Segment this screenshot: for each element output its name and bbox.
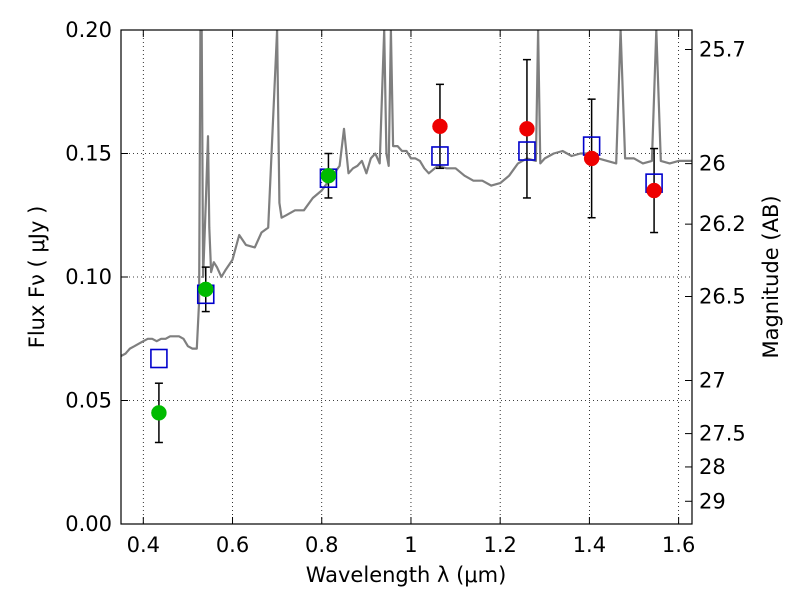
data-point: [583, 150, 600, 167]
y-axis-label: Flux Fν ( μJy ): [25, 206, 49, 349]
data-point: [151, 405, 167, 421]
x-tick-label: 0.4: [127, 533, 160, 557]
data-point: [432, 118, 448, 135]
data-point: [646, 182, 662, 199]
y-tick-label: 0.20: [65, 18, 112, 42]
y-tick-label: 0.15: [65, 142, 112, 166]
data-point: [320, 167, 337, 184]
x-tick-label: 0.6: [216, 533, 249, 557]
right-tick-label: 26: [699, 152, 726, 176]
plot-frame: [120, 29, 693, 525]
right-tick-label: 26.2: [699, 212, 746, 236]
right-axis-label: Magnitude (AB): [759, 195, 783, 358]
model-box-marker: [518, 141, 536, 161]
right-tick-label: 27.5: [699, 422, 746, 446]
x-tick-label: 1: [404, 533, 417, 557]
y-tick-label: 0.00: [65, 512, 112, 536]
model-box-marker: [431, 146, 449, 166]
axis-ticks: 0.4 0.6 0.8 1 1.2 1.4 1.6 0.00 0.05 0.10 0.15 0.20 2…: [65, 18, 746, 557]
right-tick-label: 29: [699, 489, 726, 513]
right-tick-label: 26.5: [699, 285, 746, 309]
right-tick-label: 27: [699, 368, 726, 392]
right-tick-label: 25.7: [699, 38, 746, 62]
x-tick-label: 0.8: [305, 533, 338, 557]
model-box-marker: [150, 348, 168, 369]
data-point: [198, 281, 214, 298]
data-point: [519, 121, 535, 137]
x-axis-label: Wavelength λ (μm): [306, 563, 507, 587]
plot-area: [121, 30, 692, 444]
x-tick-label: 1.6: [662, 533, 695, 557]
x-tick-label: 1.4: [573, 533, 606, 557]
grid-lines: [121, 29, 692, 525]
spectrum-line: [121, 30, 692, 357]
y-tick-label: 0.05: [65, 389, 112, 413]
right-tick-label: 28: [699, 455, 726, 479]
x-tick-label: 1.2: [483, 533, 516, 557]
y-tick-label: 0.10: [65, 265, 112, 289]
